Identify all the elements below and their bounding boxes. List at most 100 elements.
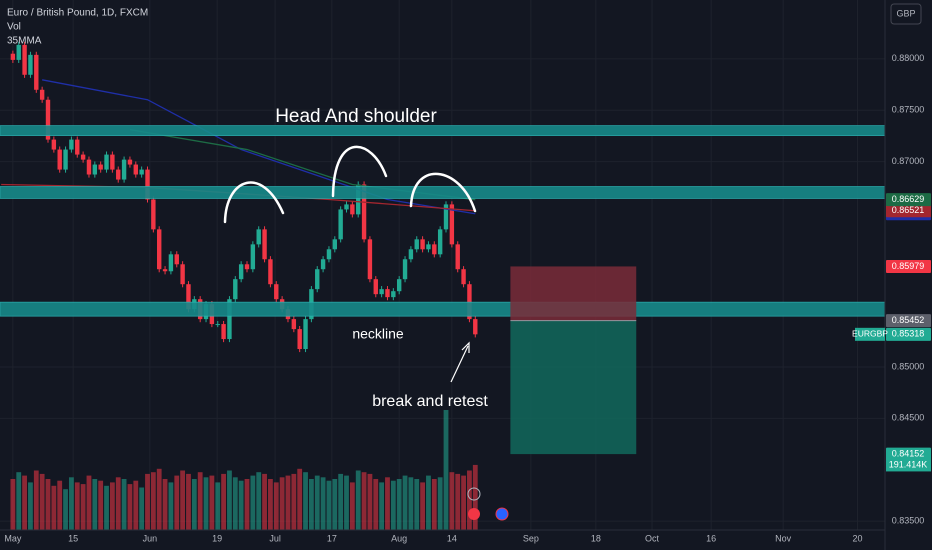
volume-bar bbox=[443, 409, 449, 530]
volume-bar bbox=[186, 473, 191, 530]
event-icon[interactable] bbox=[468, 508, 480, 520]
volume-bar bbox=[349, 482, 355, 530]
volume-bar bbox=[10, 479, 16, 530]
volume-bar bbox=[74, 482, 80, 530]
y-tick-label: 0.84500 bbox=[892, 413, 925, 423]
candle-body bbox=[174, 254, 179, 265]
candle-body bbox=[332, 239, 338, 250]
arrow-shaft bbox=[450, 345, 469, 383]
candle-body bbox=[473, 319, 478, 335]
candle-body bbox=[432, 244, 437, 255]
stop-zone bbox=[510, 266, 637, 321]
volume-label-bg bbox=[886, 458, 931, 472]
volume-bar bbox=[80, 484, 86, 530]
volume-bar bbox=[127, 484, 133, 530]
candle-body bbox=[391, 291, 396, 298]
chart-title: Euro / British Pound, 1D, FXCM bbox=[7, 8, 148, 19]
candle-body bbox=[268, 259, 273, 285]
price-label-bg bbox=[886, 314, 931, 328]
price-label: 0.85452 bbox=[892, 315, 925, 325]
volume-bar bbox=[150, 472, 156, 530]
price-label-bg bbox=[886, 204, 931, 218]
candle-body bbox=[215, 324, 220, 326]
candle-body bbox=[10, 53, 16, 60]
volume-bar bbox=[390, 480, 396, 530]
indicator-name: 35MMA bbox=[7, 36, 42, 47]
candle-body bbox=[262, 229, 267, 260]
volume-bar bbox=[326, 480, 332, 530]
price-zone bbox=[0, 301, 886, 317]
candle-body bbox=[121, 159, 127, 180]
candle-body bbox=[92, 164, 98, 175]
volume-bar bbox=[115, 477, 121, 530]
volume-bar bbox=[379, 482, 385, 530]
candle-body bbox=[356, 184, 361, 215]
x-tick-label: Jun bbox=[143, 533, 158, 543]
event-icon[interactable] bbox=[495, 507, 509, 521]
x-tick-label: Aug bbox=[391, 533, 407, 543]
price-label-bg bbox=[886, 447, 931, 461]
volume-bar bbox=[373, 479, 379, 530]
candle-body bbox=[45, 99, 51, 140]
candle-body bbox=[350, 204, 355, 215]
candle-body bbox=[256, 229, 261, 245]
x-tick-label: 14 bbox=[447, 533, 457, 543]
volume-bar bbox=[285, 475, 291, 530]
candle-body bbox=[75, 139, 80, 155]
candle-body bbox=[139, 169, 144, 175]
volume-bar bbox=[197, 472, 203, 530]
candle-body bbox=[297, 329, 302, 350]
candle-body bbox=[69, 139, 74, 150]
annotation: Head And shoulder bbox=[275, 106, 437, 127]
volume-bar bbox=[145, 473, 150, 530]
currency-button[interactable] bbox=[890, 3, 922, 25]
event-icon[interactable] bbox=[467, 487, 481, 501]
candle-body bbox=[379, 289, 384, 295]
volume-bar bbox=[133, 480, 139, 530]
volume-bar bbox=[156, 468, 162, 530]
volume-bar bbox=[86, 475, 92, 530]
candle-body bbox=[420, 239, 425, 250]
candle-body bbox=[274, 284, 279, 300]
candle-body bbox=[437, 229, 443, 255]
candle-body bbox=[186, 284, 191, 310]
volume-bar bbox=[28, 482, 33, 530]
candle-body bbox=[361, 184, 367, 240]
y-tick-label: 0.85000 bbox=[892, 361, 925, 371]
y-tick-label: 0.83500 bbox=[892, 515, 925, 525]
currency-label[interactable]: GBP bbox=[896, 8, 915, 18]
volume-bar bbox=[215, 482, 221, 530]
volume-bar bbox=[314, 475, 320, 530]
volume-bar bbox=[426, 475, 431, 530]
symbol-label: EURGBP bbox=[852, 329, 888, 339]
candle-body bbox=[455, 244, 460, 270]
price-zone bbox=[0, 125, 886, 136]
volume-bar bbox=[338, 473, 344, 530]
volume-bar bbox=[449, 472, 455, 530]
candle-body bbox=[227, 299, 232, 340]
candle-body bbox=[344, 204, 349, 210]
x-tick-label: 18 bbox=[591, 533, 601, 543]
candle-body bbox=[16, 44, 21, 60]
candle-body bbox=[98, 164, 103, 170]
candle-body bbox=[127, 159, 133, 165]
candle-body bbox=[291, 319, 297, 330]
volume-bar bbox=[273, 482, 279, 530]
candle-body bbox=[326, 249, 332, 260]
price-label: 0.86521 bbox=[892, 205, 925, 215]
volume-bar bbox=[221, 473, 226, 530]
x-tick-label: 19 bbox=[212, 533, 222, 543]
volume-bar bbox=[63, 489, 68, 530]
volume-bar bbox=[51, 485, 57, 530]
candle-body bbox=[57, 149, 62, 170]
volume-bar bbox=[344, 475, 349, 530]
volume-bar bbox=[16, 472, 22, 530]
candle-body bbox=[320, 259, 326, 270]
volume-bar bbox=[472, 464, 478, 530]
candle-body bbox=[303, 319, 308, 350]
volume-bar bbox=[320, 477, 326, 530]
candle-body bbox=[244, 264, 250, 270]
candle-body bbox=[104, 154, 109, 170]
